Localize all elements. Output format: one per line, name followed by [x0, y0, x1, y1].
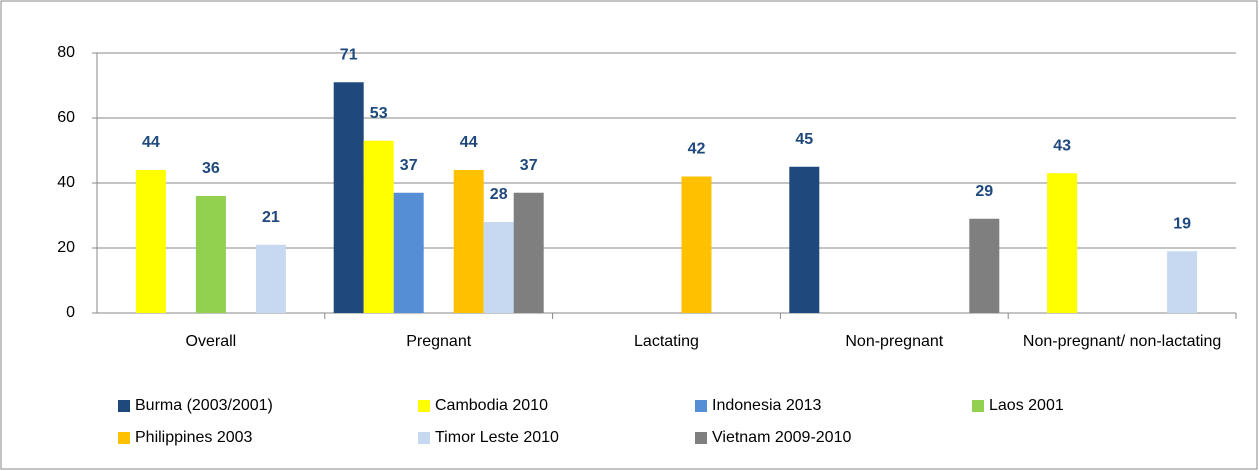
bar: [255, 244, 286, 313]
x-tick-label: Lactating: [634, 333, 699, 350]
data-label: 45: [795, 131, 813, 148]
bar: [333, 82, 364, 313]
data-label: 37: [520, 157, 538, 174]
legend-swatch: [972, 400, 984, 412]
x-tick-label: Non-pregnant/ non-lactating: [1022, 333, 1222, 350]
bar: [363, 140, 394, 313]
bar: [393, 192, 424, 313]
bar: [681, 176, 712, 313]
bar: [1047, 173, 1078, 313]
legend-swatch: [118, 400, 130, 412]
data-label: 21: [262, 209, 280, 226]
y-tick-label: 80: [57, 44, 75, 61]
data-label: 42: [688, 141, 706, 158]
legend-label: Burma (2003/2001): [135, 397, 273, 414]
data-label: 37: [400, 157, 418, 174]
legend-swatch: [695, 400, 707, 412]
legend-swatch: [418, 400, 430, 412]
bar: [483, 222, 514, 313]
legend-label: Vietnam 2009-2010: [712, 429, 851, 446]
y-tick-label: 20: [57, 239, 75, 256]
data-label: 53: [370, 105, 388, 122]
y-tick-label: 40: [57, 174, 75, 191]
bar: [453, 170, 484, 313]
x-tick-label: Pregnant: [406, 333, 472, 350]
bar: [1167, 251, 1198, 313]
bar: [513, 192, 544, 313]
bar: [135, 170, 166, 313]
data-label: 44: [142, 134, 160, 151]
data-label: 44: [460, 134, 478, 151]
legend-swatch: [418, 432, 430, 444]
bar: [195, 196, 226, 313]
x-tick-label: Non-pregnant: [845, 333, 944, 350]
x-tick-label: Overall: [185, 333, 237, 350]
y-tick-label: 0: [66, 304, 75, 321]
data-label: 36: [202, 160, 220, 177]
legend-label: Laos 2001: [989, 397, 1064, 414]
legend-swatch: [695, 432, 707, 444]
y-tick-label: 60: [57, 109, 75, 126]
data-label: 29: [975, 183, 993, 200]
data-label: 43: [1053, 137, 1071, 154]
legend-swatch: [118, 432, 130, 444]
legend-label: Indonesia 2013: [712, 397, 822, 414]
legend-label: Timor Leste 2010: [435, 429, 559, 446]
legend-label: Philippines 2003: [135, 429, 253, 446]
bar: [789, 166, 820, 313]
legend-label: Cambodia 2010: [435, 397, 548, 414]
bar: [969, 218, 1000, 313]
data-label: 19: [1173, 215, 1191, 232]
data-label: 71: [340, 46, 358, 63]
data-label: 28: [490, 186, 508, 203]
